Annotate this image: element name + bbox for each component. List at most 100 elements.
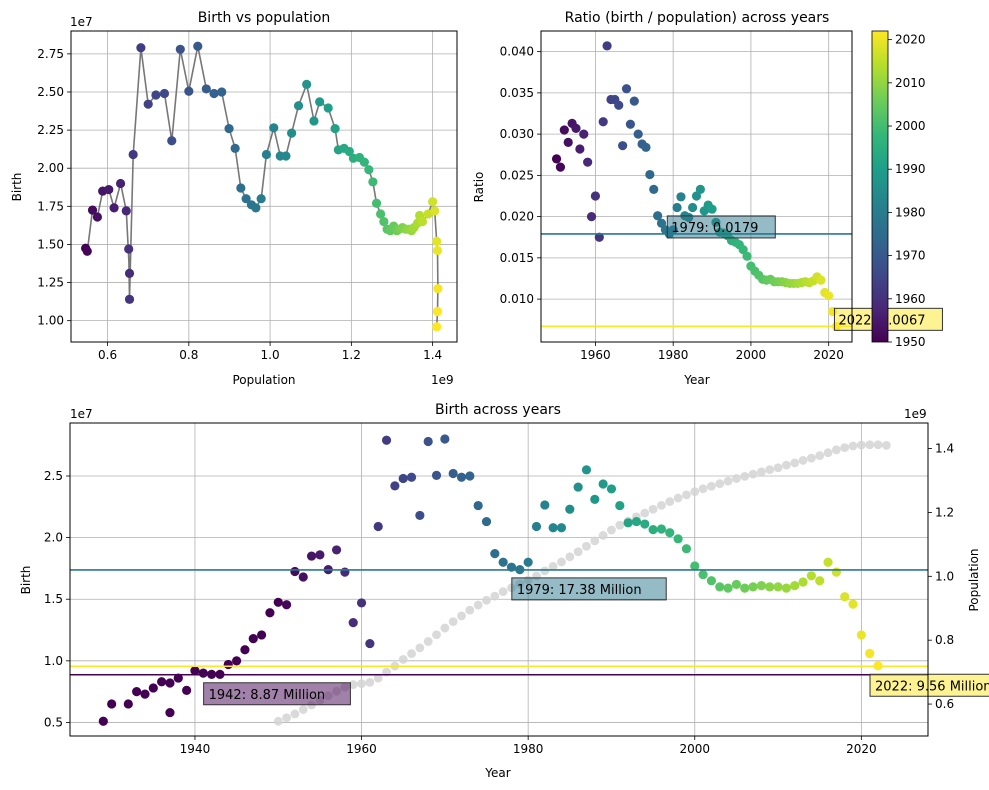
panel3-birth-point bbox=[107, 699, 117, 709]
panel3-population-point bbox=[865, 440, 875, 450]
panel1-point bbox=[159, 88, 170, 99]
panel3-birth-point bbox=[431, 470, 442, 480]
colorbar-tick-label: 2000 bbox=[895, 119, 926, 133]
panel3-birth-point bbox=[381, 435, 392, 445]
panel3-birth-point bbox=[157, 677, 167, 687]
panel2-point bbox=[629, 96, 639, 106]
panel3-birth-point bbox=[856, 630, 866, 640]
panel2-annotation-box bbox=[666, 215, 776, 239]
panel3-birth-point bbox=[548, 523, 558, 533]
panel3-annotation-label: 1979: 17.38 Million bbox=[517, 583, 642, 598]
panel1-point bbox=[281, 151, 291, 161]
panel3-population-point bbox=[415, 643, 425, 653]
panel2-point bbox=[575, 144, 585, 154]
panel1-point bbox=[121, 206, 131, 216]
panel1-ytick-label: 2.75 bbox=[37, 47, 64, 61]
panel3-population-point bbox=[781, 460, 791, 470]
panel3-xtick-label: 1980 bbox=[513, 742, 544, 756]
panel1-point bbox=[115, 178, 126, 189]
panel3-population-point bbox=[473, 600, 483, 610]
panel2-point bbox=[555, 162, 566, 172]
panel1-point bbox=[379, 216, 389, 227]
panel3-population-point bbox=[598, 531, 608, 540]
panel2-point bbox=[614, 100, 624, 110]
panel1-point bbox=[432, 245, 443, 256]
panel1-point bbox=[330, 123, 340, 134]
panel2-ytick-label: 0.025 bbox=[500, 168, 534, 182]
panel1-point bbox=[184, 86, 194, 96]
panel1-point bbox=[376, 209, 386, 219]
panel2-point bbox=[641, 142, 651, 152]
panel1-point bbox=[251, 203, 261, 213]
panel2-annotation-box bbox=[833, 307, 943, 331]
panel3-birth-point bbox=[640, 519, 650, 529]
panel3-population-point bbox=[682, 490, 691, 500]
panel3-population-point bbox=[657, 501, 666, 510]
panel3-birth-point bbox=[423, 436, 433, 447]
panel1-frame bbox=[70, 30, 458, 343]
panel1-xtick-label: 1.4 bbox=[423, 348, 442, 362]
panel3-birth-point bbox=[723, 583, 733, 593]
panel1-point bbox=[269, 123, 279, 133]
panel1-xtick-label: 1.0 bbox=[261, 348, 280, 362]
panel3-birth-point bbox=[756, 581, 766, 591]
panel3-ytick-label: 1.0 bbox=[44, 654, 63, 668]
panel3-birth-point bbox=[673, 534, 683, 544]
panel3-birth-point bbox=[273, 597, 283, 607]
colorbar-tick-label: 1950 bbox=[895, 335, 926, 349]
panel2-point bbox=[625, 119, 636, 129]
panel3-population-point bbox=[690, 487, 700, 497]
panel1-point bbox=[309, 116, 319, 126]
panel2-point bbox=[602, 41, 612, 51]
panel1-ytick-label: 1.75 bbox=[37, 199, 64, 213]
panel2-xlabel: Year bbox=[683, 373, 709, 387]
panel1-title: Birth vs population bbox=[198, 10, 331, 26]
panel1-x-offset: 1e9 bbox=[431, 373, 454, 387]
panel2-point bbox=[571, 123, 581, 133]
panel3-birth-point bbox=[98, 716, 108, 726]
panel1-point bbox=[293, 101, 304, 111]
panel3-birth-point bbox=[748, 582, 758, 592]
panel3-birth-point bbox=[865, 648, 875, 659]
panel3-birth-point bbox=[440, 434, 450, 444]
panel3-population-point bbox=[806, 453, 816, 463]
panel1-y-offset: 1e7 bbox=[70, 15, 93, 29]
panel2-point bbox=[559, 125, 569, 135]
panel3-population-point bbox=[615, 520, 625, 530]
panel3-birth-point bbox=[198, 668, 208, 678]
colorbar-tick-label: 1960 bbox=[895, 292, 926, 306]
colorbar-tick-label: 1990 bbox=[895, 162, 926, 176]
panel2-point bbox=[645, 169, 655, 180]
panel1-connecting-line bbox=[84, 46, 439, 327]
panel1-point bbox=[104, 184, 114, 195]
panel2-point bbox=[594, 232, 604, 242]
panel3-birth-point bbox=[290, 566, 300, 577]
panel2-point bbox=[676, 192, 686, 202]
panel3-xtick-label: 1940 bbox=[180, 742, 211, 756]
panel3-birth-point bbox=[148, 683, 158, 693]
panel3-birth-point bbox=[232, 656, 242, 666]
panel3-birth-point bbox=[681, 544, 692, 554]
panel3-birth-point bbox=[765, 582, 775, 592]
panel3-birth-point bbox=[256, 630, 267, 640]
panel3-birth-point bbox=[281, 600, 292, 610]
panel3-annotation-box bbox=[869, 673, 989, 697]
panel3-population-point bbox=[407, 649, 416, 658]
panel1-point bbox=[136, 43, 146, 53]
panel2-point bbox=[649, 184, 659, 194]
panel3-population-point bbox=[548, 562, 558, 571]
panel2-ytick-label: 0.035 bbox=[500, 86, 534, 100]
panel1-point bbox=[124, 244, 134, 254]
panel1-point bbox=[201, 84, 211, 94]
panel3-birth-point bbox=[656, 524, 667, 534]
panel3-title: Birth across years bbox=[435, 402, 561, 418]
panel3-population-point bbox=[432, 630, 441, 640]
panel2-ytick-label: 0.015 bbox=[500, 251, 534, 265]
panel3-birth-point bbox=[740, 583, 750, 593]
panel3-population-point bbox=[815, 451, 825, 460]
panel3-birth-point bbox=[823, 557, 833, 567]
panel1-point bbox=[143, 99, 153, 109]
panel3-annotation-label: 1942: 8.87 Million bbox=[209, 688, 326, 703]
panel3-population-point bbox=[448, 617, 458, 627]
panel3-birth-point bbox=[773, 582, 783, 592]
